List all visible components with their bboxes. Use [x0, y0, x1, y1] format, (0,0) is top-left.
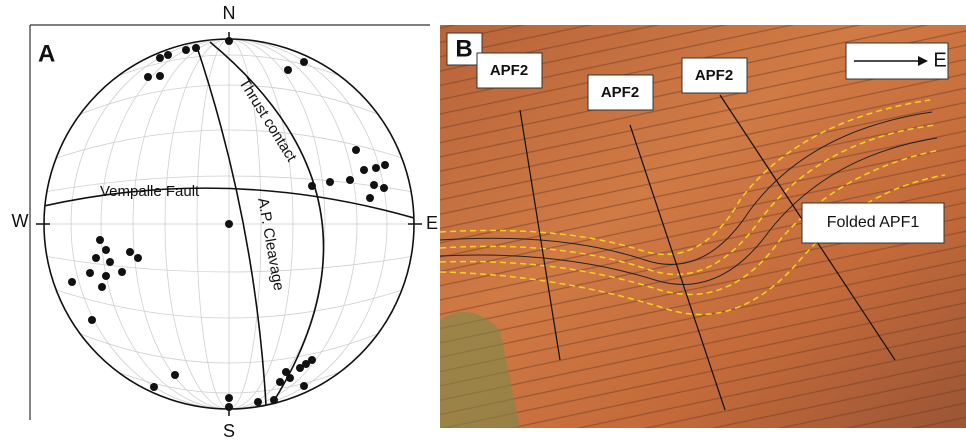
south-label: S — [223, 421, 235, 441]
figure: A N S W E Vempalle Fault Thrust contact … — [0, 0, 966, 444]
north-label: N — [223, 3, 236, 23]
direction-label: E — [933, 49, 946, 71]
thrust-label: Thrust contact — [235, 75, 300, 165]
east-label: E — [426, 213, 438, 233]
fault-label: Vempalle Fault — [100, 183, 200, 200]
apf2-label: APF2 — [490, 62, 528, 79]
west-label: W — [12, 211, 29, 231]
cleavage-label: A.P. Cleavage — [254, 196, 287, 291]
panel-b: B APF2 APF2 APF2 E Folded APF1 — [440, 25, 966, 428]
apf2-label: APF2 — [601, 84, 639, 101]
panel-a: A N S W E Vempalle Fault Thrust contact … — [12, 3, 439, 441]
apf2-label: APF2 — [695, 67, 733, 84]
panel-label: A — [38, 40, 55, 67]
folded-label: Folded APF1 — [827, 214, 920, 231]
panel-label: B — [455, 35, 472, 62]
